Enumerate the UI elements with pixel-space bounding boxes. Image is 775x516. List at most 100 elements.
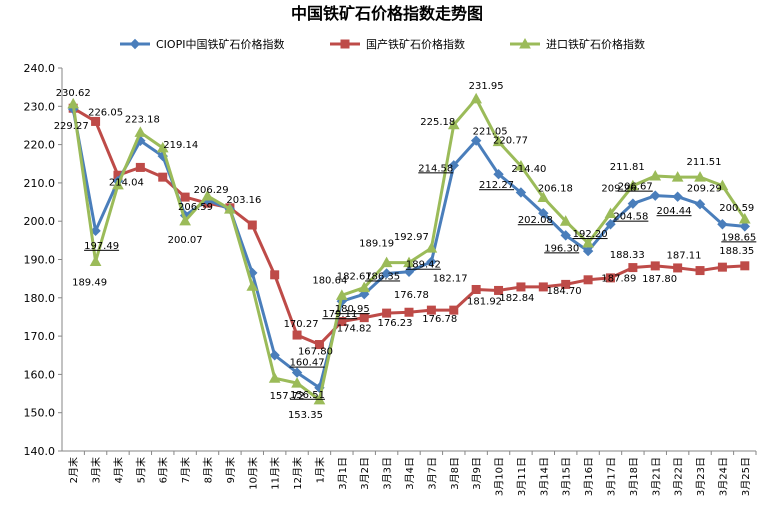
x-tick-label: 3月4日 [404, 457, 416, 490]
data-point [538, 282, 548, 292]
y-tick-label: 230.0 [24, 100, 56, 113]
data-label: 176.78 [394, 290, 429, 301]
x-tick-label: 3月18日 [628, 457, 640, 496]
data-point [695, 266, 705, 276]
data-label: 200.07 [168, 235, 203, 246]
data-point [268, 372, 281, 383]
data-label: 189.49 [72, 277, 107, 288]
data-point [425, 242, 438, 253]
data-label: 206.18 [538, 184, 573, 195]
x-tick-label: 3月10日 [494, 457, 506, 496]
data-label: 204.58 [613, 212, 648, 223]
data-point [627, 179, 639, 191]
data-point [358, 281, 371, 293]
data-point [382, 308, 392, 318]
data-point [470, 135, 482, 146]
data-point [559, 215, 572, 226]
x-tick-label: 3月16日 [583, 457, 595, 496]
x-tick-label: 5月末 [134, 457, 147, 483]
data-point [716, 179, 729, 191]
data-point [269, 350, 280, 361]
x-tick-label: 3月23日 [695, 457, 707, 496]
data-point [582, 237, 594, 248]
data-label: 209.29 [687, 184, 722, 195]
data-point [449, 305, 459, 315]
x-tick-label: 3月24日 [717, 457, 729, 496]
data-label: 206.59 [178, 202, 213, 213]
data-point [90, 225, 101, 237]
data-point [67, 97, 80, 109]
data-point [515, 187, 527, 198]
x-tick-label: 6月末 [157, 457, 170, 483]
data-label: 189.42 [406, 260, 441, 271]
data-point [292, 330, 302, 340]
data-label: 180.64 [312, 275, 347, 286]
data-point [627, 198, 639, 209]
data-label: 214.58 [418, 163, 453, 174]
data-label: 188.33 [610, 250, 645, 261]
data-point [403, 256, 415, 268]
x-tick-label: 3月末 [90, 457, 103, 483]
data-label: 179.11 [322, 309, 357, 320]
legend-item: 国产铁矿石价格指数 [330, 37, 465, 51]
data-point [156, 141, 169, 153]
data-point [492, 135, 505, 147]
data-label: 196.30 [544, 243, 579, 254]
legend-label: 进口铁矿石价格指数 [546, 37, 645, 51]
data-label: 230.62 [56, 88, 91, 99]
data-point [291, 367, 303, 378]
data-point [314, 340, 324, 350]
series-2 [67, 92, 751, 405]
x-tick-label: 3月21日 [650, 457, 662, 496]
data-label: 160.47 [290, 358, 325, 369]
data-label: 198.65 [721, 232, 756, 243]
data-point [381, 268, 392, 279]
data-point [583, 275, 593, 285]
data-point [605, 219, 616, 230]
data-point [247, 220, 257, 230]
data-point [403, 266, 415, 277]
data-point [519, 37, 531, 49]
data-point [694, 171, 706, 182]
data-point [672, 191, 683, 202]
data-point [134, 126, 147, 137]
y-tick-label: 180.0 [24, 292, 56, 305]
data-label: 182.67 [337, 272, 372, 283]
data-point [560, 230, 571, 241]
data-point [694, 198, 706, 210]
data-label: 206.29 [194, 185, 229, 196]
data-point [380, 256, 393, 268]
data-label: 189.19 [359, 239, 394, 250]
data-point [671, 171, 684, 182]
data-point [89, 255, 102, 266]
data-label: 231.95 [469, 81, 504, 92]
data-point [673, 263, 683, 273]
data-label: 157.72 [270, 391, 305, 402]
data-point [538, 208, 549, 219]
y-tick-label: 190.0 [24, 254, 56, 267]
data-label: 211.81 [610, 162, 645, 173]
data-point [335, 289, 348, 300]
x-tick-label: 2月末 [67, 457, 80, 483]
data-point [246, 280, 259, 291]
data-point [426, 305, 436, 315]
x-tick-label: 3月25日 [740, 457, 752, 496]
x-tick-label: 3月3日 [382, 457, 394, 490]
data-label: 184.70 [547, 286, 582, 297]
data-label: 176.23 [378, 318, 413, 329]
data-label: 188.35 [719, 246, 754, 257]
data-label: 223.18 [125, 114, 160, 125]
x-tick-label: 3月7日 [426, 457, 438, 490]
legend-item: 进口铁矿石价格指数 [510, 37, 645, 51]
data-label: 186.35 [365, 271, 400, 282]
data-label: 214.04 [109, 177, 144, 188]
data-point [179, 214, 191, 226]
data-label: 187.80 [642, 274, 677, 285]
data-label: 203.16 [226, 195, 261, 206]
data-point [359, 313, 369, 323]
y-tick-label: 240.0 [24, 62, 56, 75]
data-label: 219.14 [163, 140, 198, 151]
data-label: 192.20 [573, 229, 608, 240]
